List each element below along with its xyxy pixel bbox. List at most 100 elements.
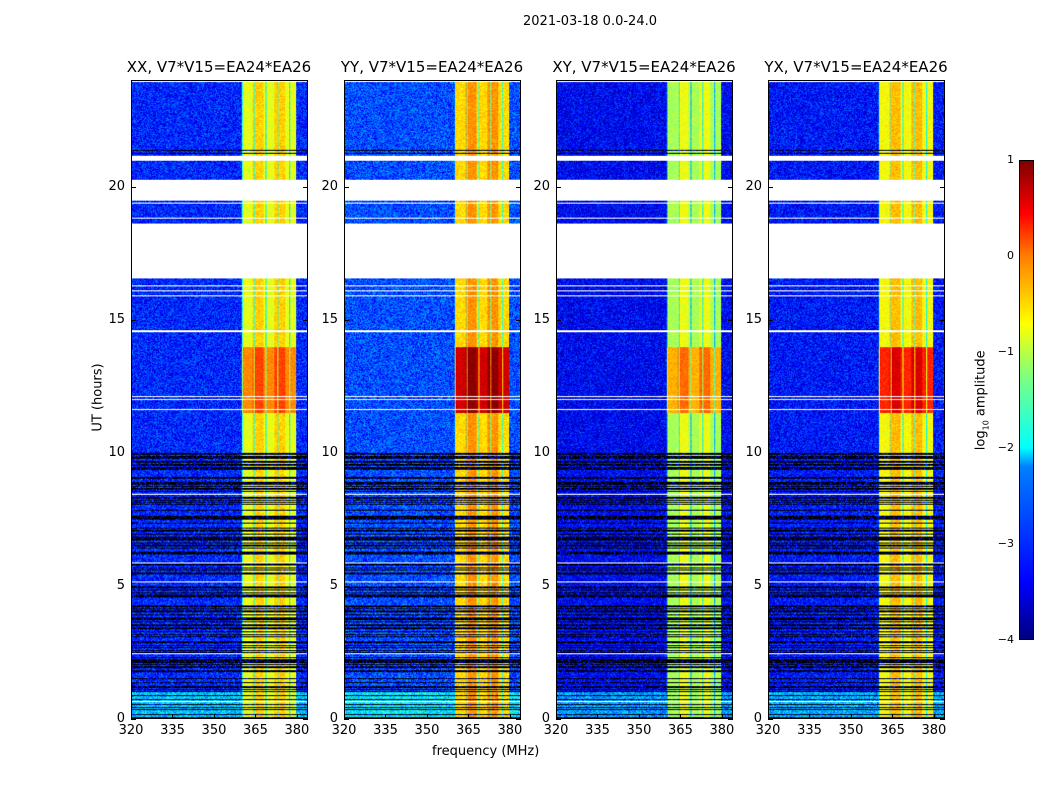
- x-tick-label: 365: [243, 723, 268, 738]
- y-tick-mark: [131, 719, 136, 720]
- y-tick-mark: [344, 719, 349, 720]
- colorbar-tick-label: −2: [997, 441, 1014, 454]
- y-axis-label: UT (hours): [90, 363, 106, 432]
- spectrogram-panel: [131, 80, 308, 719]
- y-tick-mark: [940, 452, 945, 454]
- y-tick-label: 20: [108, 178, 125, 194]
- y-tick-mark: [728, 585, 733, 587]
- y-tick-mark: [728, 719, 733, 720]
- y-tick-label: 15: [108, 311, 125, 327]
- y-tick-mark: [303, 452, 308, 454]
- colorbar-tick-label: 1: [1007, 153, 1014, 166]
- y-tick-label: 5: [753, 577, 762, 593]
- x-tick-mark: [809, 714, 811, 719]
- y-tick-mark: [768, 319, 773, 321]
- x-tick-mark: [255, 714, 257, 719]
- y-tick-label: 0: [753, 711, 762, 726]
- x-tick-label: 320: [543, 723, 569, 738]
- figure-title: 2021-03-18 0.0-24.0: [523, 14, 657, 29]
- y-tick-label: 0: [116, 711, 125, 726]
- y-tick-label: 20: [745, 178, 762, 194]
- y-tick-label: 10: [533, 444, 550, 460]
- x-axis-label: frequency (MHz): [432, 744, 540, 759]
- x-tick-label: 335: [585, 723, 610, 738]
- y-tick-mark: [728, 452, 733, 454]
- x-tick-mark: [597, 714, 599, 719]
- y-tick-mark: [556, 452, 561, 454]
- x-tick-mark: [213, 714, 215, 719]
- spectrogram-panel: [768, 80, 945, 719]
- y-tick-mark: [131, 585, 136, 587]
- heatmap-cells: [769, 81, 944, 718]
- y-tick-mark: [768, 719, 773, 720]
- x-tick-label: 350: [414, 723, 440, 738]
- x-tick-mark: [468, 714, 470, 719]
- y-tick-mark: [516, 452, 521, 454]
- x-tick-label: 350: [626, 723, 652, 738]
- x-tick-label: 365: [456, 723, 481, 738]
- y-tick-label: 15: [745, 311, 762, 327]
- y-tick-label: 5: [116, 577, 125, 593]
- colorbar: [1019, 160, 1034, 640]
- y-tick-mark: [940, 585, 945, 587]
- colorbar-label: log10 amplitude: [973, 350, 991, 451]
- x-tick-label: 380: [921, 723, 947, 738]
- x-tick-label: 380: [709, 723, 735, 738]
- y-tick-mark: [131, 186, 136, 188]
- y-tick-mark: [556, 585, 561, 587]
- y-tick-mark: [768, 585, 773, 587]
- y-tick-mark: [516, 719, 521, 720]
- spectrogram-panel: [344, 80, 521, 719]
- x-tick-label: 350: [201, 723, 227, 738]
- y-tick-mark: [303, 585, 308, 587]
- y-tick-label: 5: [329, 577, 338, 593]
- colorbar-tick-label: −1: [997, 345, 1014, 358]
- y-tick-mark: [768, 452, 773, 454]
- colorbar-tick-label: −4: [997, 633, 1014, 646]
- x-tick-label: 365: [668, 723, 693, 738]
- x-tick-label: 320: [755, 723, 781, 738]
- x-tick-mark: [131, 714, 132, 719]
- x-tick-label: 335: [373, 723, 398, 738]
- x-tick-mark: [296, 714, 298, 719]
- x-tick-label: 335: [797, 723, 822, 738]
- y-tick-mark: [344, 452, 349, 454]
- heatmap-cells: [345, 81, 520, 718]
- x-tick-label: 365: [880, 723, 905, 738]
- y-tick-mark: [131, 319, 136, 321]
- x-tick-label: 350: [838, 723, 864, 738]
- panel-title: YY, V7*V15=EA24*EA26: [340, 58, 524, 76]
- panel-title: YX, V7*V15=EA24*EA26: [764, 58, 948, 76]
- y-tick-label: 10: [108, 444, 125, 460]
- heatmap-cells: [132, 81, 307, 718]
- y-tick-mark: [556, 319, 561, 321]
- x-tick-label: 380: [284, 723, 310, 738]
- y-tick-label: 10: [745, 444, 762, 460]
- y-tick-mark: [516, 186, 521, 188]
- x-tick-mark: [892, 714, 894, 719]
- x-tick-mark: [768, 714, 769, 719]
- y-tick-mark: [768, 186, 773, 188]
- y-tick-label: 15: [533, 311, 550, 327]
- colorbar-tick-label: −3: [997, 537, 1014, 550]
- x-tick-mark: [680, 714, 682, 719]
- panel-title: XX, V7*V15=EA24*EA26: [126, 58, 312, 76]
- y-tick-mark: [344, 319, 349, 321]
- y-tick-label: 15: [321, 311, 338, 327]
- y-tick-mark: [131, 452, 136, 454]
- y-tick-mark: [516, 585, 521, 587]
- x-tick-mark: [638, 714, 640, 719]
- y-tick-mark: [728, 319, 733, 321]
- y-tick-mark: [303, 186, 308, 188]
- x-tick-label: 320: [118, 723, 144, 738]
- y-tick-mark: [940, 719, 945, 720]
- x-tick-mark: [344, 714, 345, 719]
- y-tick-mark: [728, 186, 733, 188]
- y-tick-label: 0: [329, 711, 338, 726]
- y-tick-mark: [344, 585, 349, 587]
- y-tick-mark: [303, 719, 308, 720]
- y-tick-mark: [556, 719, 561, 720]
- y-tick-label: 0: [541, 711, 550, 726]
- y-tick-label: 5: [541, 577, 550, 593]
